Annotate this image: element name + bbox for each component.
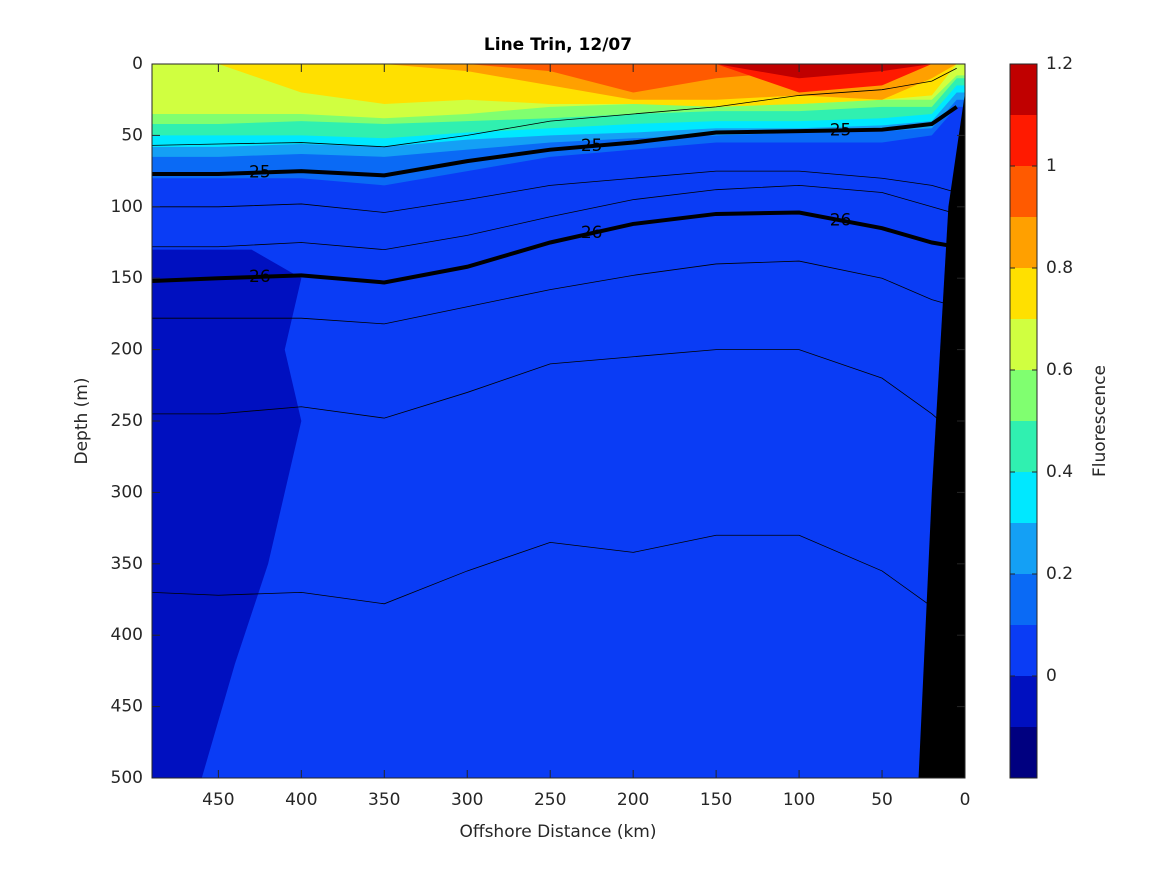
colorbar-tick-label: 0.4 xyxy=(1046,462,1073,482)
y-tick-label: 0 xyxy=(132,54,143,74)
x-tick-label: 100 xyxy=(783,790,815,810)
y-axis-label: Depth (m) xyxy=(72,377,92,464)
colorbar-tick-label: 0.6 xyxy=(1046,360,1073,380)
plot-area: 25 25 25 26 26 26 xyxy=(152,64,965,778)
y-tick-label: 100 xyxy=(111,197,143,217)
colorbar-tick-label: 0.8 xyxy=(1046,258,1073,278)
isopycnal xyxy=(152,534,958,636)
y-tick-label: 200 xyxy=(111,340,143,360)
field-patch xyxy=(152,249,302,778)
colorbar-bin xyxy=(1010,319,1037,370)
x-tick-label: 400 xyxy=(285,790,317,810)
colorbar-bin xyxy=(1010,676,1037,727)
x-tick-label: 250 xyxy=(534,790,566,810)
x-tick-label: 200 xyxy=(617,790,649,810)
colorbar-tick-label: 1 xyxy=(1046,156,1057,176)
y-tick-label: 300 xyxy=(111,482,143,502)
isopycnal xyxy=(152,170,957,213)
field-layer xyxy=(152,64,965,79)
contour-label: 26 xyxy=(581,223,603,243)
contour-label: 26 xyxy=(249,267,271,287)
isopycnal xyxy=(152,260,957,325)
isopycnal-bold xyxy=(152,210,958,285)
y-tick-label: 250 xyxy=(111,411,143,431)
y-tick-label: 400 xyxy=(111,625,143,645)
colorbar-bin xyxy=(1010,472,1037,523)
x-axis-label: Offshore Distance (km) xyxy=(459,822,656,842)
colorbar-tick-label: 1.2 xyxy=(1046,54,1073,74)
isopycnal-bold xyxy=(152,105,958,178)
colorbar-tick-label: 0.2 xyxy=(1046,564,1073,584)
y-tick-label: 350 xyxy=(111,554,143,574)
x-tick-label: 0 xyxy=(960,790,971,810)
colorbar-label: Fluorescence xyxy=(1090,365,1110,477)
x-tick-label: 350 xyxy=(368,790,400,810)
colorbar-tick-label: 0 xyxy=(1046,666,1057,686)
y-tick-label: 500 xyxy=(111,768,143,788)
colorbar-bin xyxy=(1010,268,1037,319)
isopycnal xyxy=(152,184,957,251)
contour-label: 25 xyxy=(249,163,271,183)
isopycnal xyxy=(152,67,957,148)
colorbar-bin xyxy=(1010,64,1037,115)
land-mask xyxy=(918,92,965,778)
colorbar-bin xyxy=(1010,574,1037,625)
colorbar-bin xyxy=(1010,421,1037,472)
x-tick-label: 50 xyxy=(871,790,893,810)
x-tick-label: 450 xyxy=(202,790,234,810)
x-tick-label: 150 xyxy=(700,790,732,810)
contour-label: 25 xyxy=(581,136,603,156)
chart-title: Line Trin, 12/07 xyxy=(484,35,632,55)
contour-label: 26 xyxy=(830,210,852,230)
contour-label: 25 xyxy=(830,120,852,140)
isopycnal xyxy=(152,349,957,436)
colorbar-bin xyxy=(1010,625,1037,676)
colorbar-bin xyxy=(1010,166,1037,217)
colorbar-frame xyxy=(1009,63,1038,779)
colorbar-bin xyxy=(1010,115,1037,166)
colorbar-bin xyxy=(1010,217,1037,268)
y-tick-label: 450 xyxy=(111,697,143,717)
colorbar-bin xyxy=(1010,523,1037,574)
y-tick-label: 50 xyxy=(121,125,143,145)
x-tick-label: 300 xyxy=(451,790,483,810)
colorbar-bin xyxy=(1010,727,1037,778)
y-tick-label: 150 xyxy=(111,268,143,288)
colorbar-bin xyxy=(1010,370,1037,421)
